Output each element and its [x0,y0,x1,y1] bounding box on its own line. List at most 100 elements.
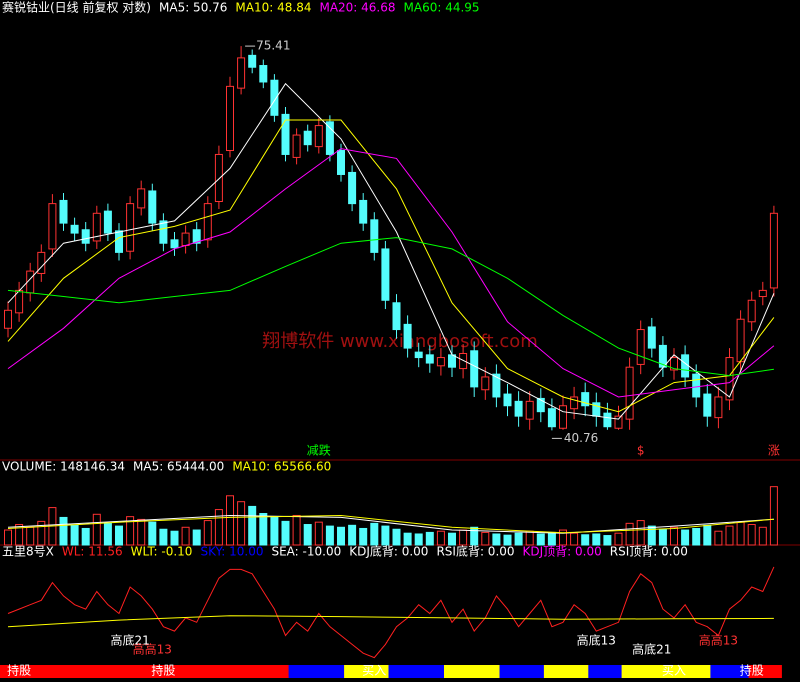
candle-body [148,190,157,224]
header-label: KDJ底背: 0.00 [349,544,428,559]
header-label: MA60: 44.95 [404,1,480,15]
candle-body [603,412,612,428]
candle-body [48,203,57,250]
volume-bar [337,526,345,546]
header-label: RSI顶背: 0.00 [610,545,688,559]
series-line [7,148,775,398]
signal-band [621,665,671,678]
candle-body [536,397,545,413]
band-label: 持股 [151,663,175,678]
header-label: 五里8号X [2,545,54,559]
series-line [7,615,774,628]
candle-body [581,392,590,407]
candle-body [670,357,678,371]
volume-bar [769,486,778,546]
volume-bar [747,524,756,546]
candle-body [714,396,723,419]
candle-body [348,171,357,205]
candle-body [625,366,634,420]
volume-bar [325,525,334,546]
volume-bar [714,530,723,546]
candle-body [492,373,501,398]
candle-body [448,354,456,368]
candle-body [425,354,434,364]
volume-bar [92,513,101,546]
signal-band [444,665,505,678]
volume-bar [470,526,479,546]
volume-bar [170,530,179,546]
candle-body [547,408,556,428]
candle-body [392,302,401,331]
volume-bar [725,525,734,546]
volume-bar [559,529,567,546]
annotation: 高底21 [110,633,149,648]
volume-bar [414,533,423,546]
volume-bar [314,521,323,546]
volume-bar [592,533,601,546]
candle-body [137,188,146,209]
volume-bar [736,521,745,546]
candle-body [647,326,656,349]
volume-bar [658,528,667,546]
header-label: WLT: -0.10 [131,545,193,559]
candle-body [292,134,301,158]
candle-body [436,357,445,367]
candle-body [736,318,745,363]
candle-body [70,224,79,234]
candle-body [381,248,390,301]
series-line [7,566,775,659]
volume-bar [581,534,590,546]
header-label: SEA: -10.00 [271,545,341,559]
volume-bar [514,532,523,546]
volume-bar [636,520,645,546]
candle-body [103,210,112,234]
volume-bar [226,495,234,546]
volume-bar [448,532,456,546]
volume-bar [81,527,90,546]
candle-body [92,212,101,242]
header-label: KDJ顶背: 0.00 [523,545,602,559]
signal-band [388,665,449,678]
annotation: $ [637,444,645,458]
candle-body [681,354,690,378]
volume-bar [159,528,168,546]
volume-bar [381,525,390,546]
annotation: 高高13 [133,642,172,657]
volume-bar [137,518,146,546]
candle-body [337,150,345,175]
candle-body [414,351,423,359]
candle-body [115,230,123,253]
header-label: 赛锐钴业(日线 前复权 对数) [2,0,151,15]
header-label: RSI底背: 0.00 [436,544,514,559]
volume-bar [214,509,223,546]
candle-body [747,299,756,323]
band-label: 持股 [7,663,31,678]
header-label: MA10: 48.84 [235,1,311,15]
volume-bar [303,524,312,546]
candle-body [503,393,512,407]
volume-bar [425,531,434,546]
volume-bar [115,525,123,546]
volume-bar [614,532,623,546]
candle-body [181,232,190,247]
band-label: 买入 [662,664,686,678]
candle-body [470,350,479,388]
volume-bar [70,524,79,546]
volume-bar [603,535,612,546]
annotation: 涨 [768,443,780,458]
candle-body [570,396,579,410]
candle-body [259,65,268,83]
candle-body [214,153,223,202]
candle-body [314,125,323,148]
volume-bar [570,532,579,546]
band-label: 买入 [362,664,386,678]
volume-bar [647,525,656,546]
volume-bar [481,531,490,546]
series-line [7,514,774,534]
header-label: SKY: 10.00 [200,545,263,559]
candle-body [725,357,734,401]
volume-bar [192,529,201,546]
volume-bar [547,531,556,546]
candle-body [159,220,168,244]
volume-bar [392,528,401,546]
